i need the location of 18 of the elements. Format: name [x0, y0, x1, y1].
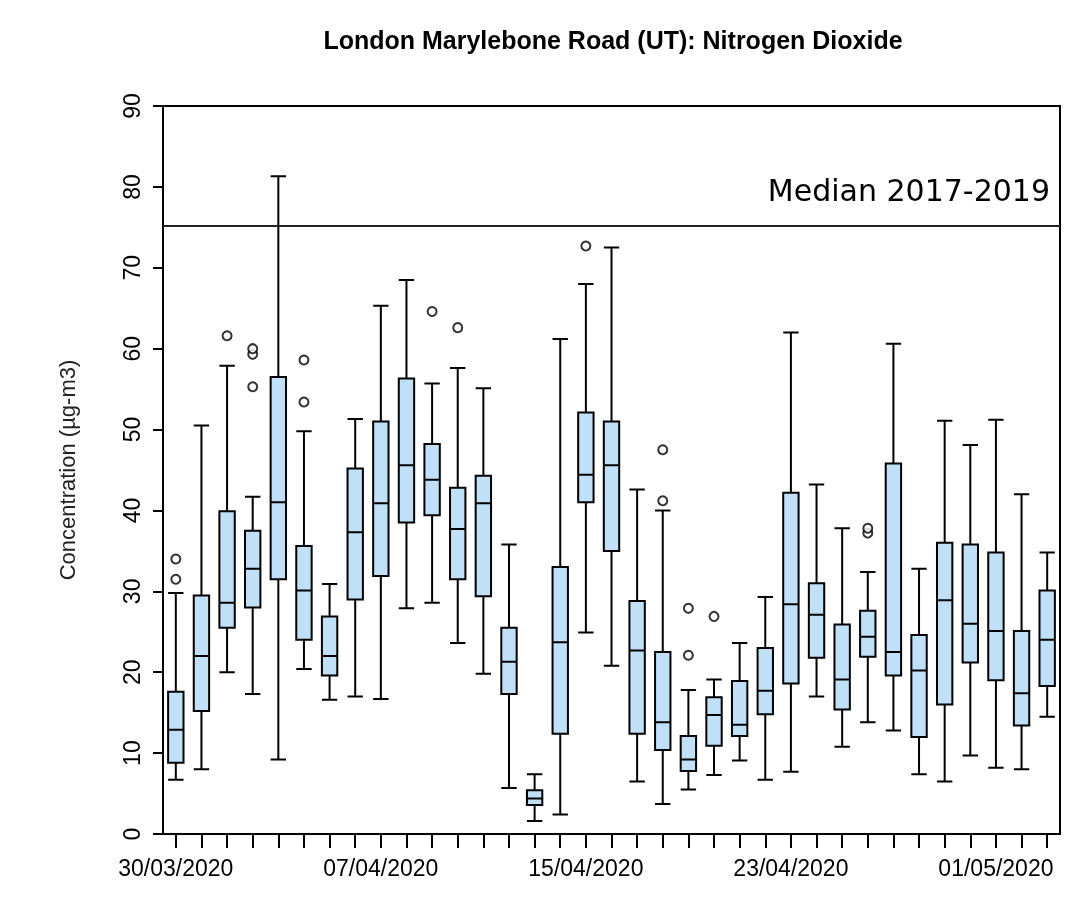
y-tick-label: 20 — [118, 659, 145, 686]
y-tick-label: 80 — [118, 174, 145, 200]
ref-line-label: Median 2017-2019 — [767, 173, 1050, 209]
y-tick-label: 30 — [118, 578, 145, 605]
y-tick-label: 40 — [118, 497, 145, 524]
y-tick-label: 70 — [118, 254, 145, 281]
y-tick-label: 10 — [118, 740, 145, 766]
x-tick-label: 07/04/2020 — [323, 854, 439, 881]
x-tick-label: 23/04/2020 — [733, 854, 849, 881]
y-tick-label: 50 — [118, 416, 145, 443]
x-tick-label: 15/04/2020 — [528, 854, 644, 881]
y-tick-label: 90 — [118, 93, 145, 119]
x-tick-label: 30/03/2020 — [118, 854, 234, 881]
chart-title: London Marylebone Road (UT): Nitrogen Dioxide — [323, 25, 903, 54]
y-axis-title: Concentration (µg-m3) — [54, 359, 80, 581]
y-tick-label: 60 — [118, 335, 145, 362]
y-tick-label: 0 — [118, 827, 145, 841]
x-tick-label: 01/05/2020 — [938, 854, 1054, 881]
